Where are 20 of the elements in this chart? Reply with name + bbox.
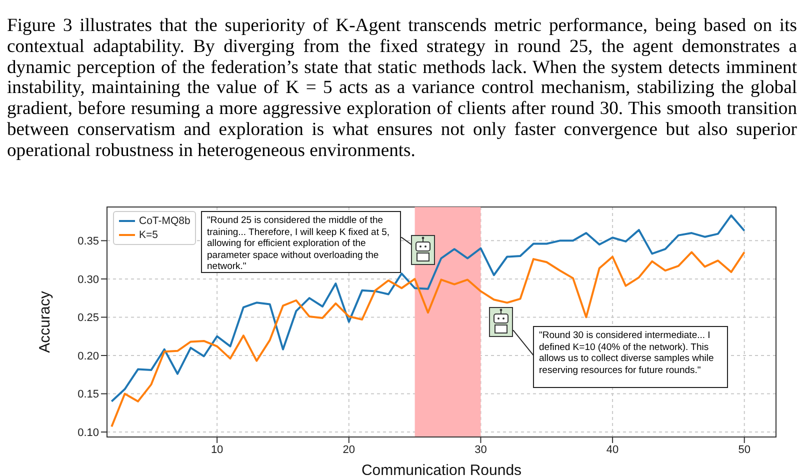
x-tick-label: 10 — [210, 444, 224, 456]
y-tick-label: 0.15 — [78, 388, 99, 401]
x-tick-label: 20 — [342, 444, 356, 456]
y-axis-title: Accuracy — [36, 290, 54, 353]
line-series — [110, 214, 746, 402]
annotation: "Round 25 is considered the middle of the training... Therefore, I will keep K fixed at 5, allowing for efficient exploration of the parameter space without overloading the network." — [201, 211, 401, 273]
y-tick-label: 0.20 — [78, 350, 99, 362]
legend-label: CoT-MQ8b — [139, 214, 190, 228]
y-tick-label: 0.25 — [78, 312, 99, 324]
caption: Figure 3 illustrates that the superiority of K-Agent transcends metric performance, being based on its contextual adaptability. By diverging from the fixed strategy in round 25, the agent demonstrates a dynamic perception of the federation’s state that static methods lack. When the system detects imminent instability, maintaining the value of K = 5 acts as a variance control mechanism, stabilizing the global gradient, before resuming a more aggressive exploration of clients after round 30. This smooth transition between conservatism and exploration is what ensures not only faster convergence but also superior operational robustness in heterogeneous environments. — [7, 15, 797, 162]
y-tick-label: 0.10 — [78, 426, 99, 439]
x-tick-label: 40 — [606, 444, 619, 456]
x-axis-title: Communication Rounds — [361, 462, 522, 476]
y-tick-label: 0.35 — [78, 236, 99, 248]
x-tick-label: 50 — [738, 444, 750, 456]
annotation: "Round 30 is considered intermediate... I defined K=10 (40% of the network). This allows us to collect diverse samples while reserving resources for future rounds." — [533, 326, 728, 388]
legend-label: K=5 — [139, 228, 158, 242]
x-tick-label: 30 — [474, 444, 487, 456]
y-tick-label: 0.30 — [78, 274, 99, 286]
line-series — [110, 251, 746, 428]
